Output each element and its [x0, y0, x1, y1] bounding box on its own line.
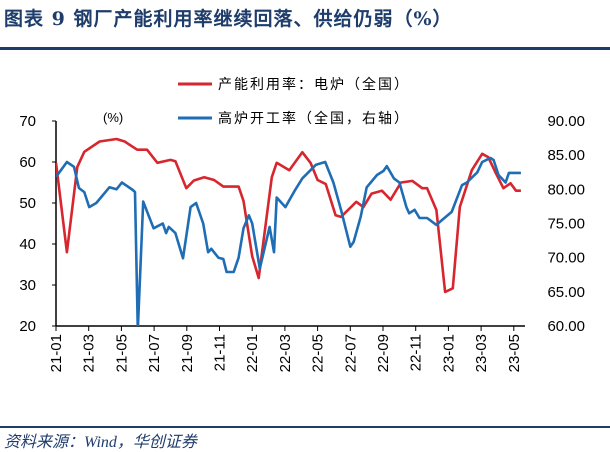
left-axis-tick-label: 50: [19, 195, 36, 212]
unit-label: (%): [103, 110, 123, 125]
right-axis-tick-label: 75.00: [547, 216, 585, 233]
x-axis-tick-label: 21-05: [113, 334, 130, 372]
right-axis-tick-label: 85.00: [547, 147, 585, 164]
x-axis-tick-label: 21-01: [48, 334, 65, 372]
x-axis-tick-label: 23-05: [506, 334, 523, 372]
left-axis-tick-label: 30: [19, 277, 36, 294]
legend: 产能利用率：电炉（全国） 高炉开工率（全国，右轴）: [178, 76, 410, 126]
left-axis-tick-label: 60: [19, 154, 36, 171]
x-axis-tick-label: 23-03: [473, 334, 490, 372]
x-axis-tick-label: 22-05: [310, 334, 327, 372]
legend-label-blast-furnace: 高炉开工率（全国，右轴）: [218, 110, 410, 126]
x-axis-tick-label: 21-09: [179, 334, 196, 372]
footer-divider: [0, 426, 610, 428]
x-axis-tick-label: 22-07: [342, 334, 359, 372]
x-axis-tick-label: 22-11: [408, 334, 425, 371]
right-axis-tick-label: 60.00: [547, 318, 585, 335]
right-axis-tick-label: 90.00: [547, 113, 585, 130]
right-axis-tick-label: 80.00: [547, 181, 585, 198]
right-axis-tick-label: 70.00: [547, 250, 585, 267]
left-axis-tick-label: 20: [19, 318, 36, 335]
x-axis-tick-label: 21-03: [81, 334, 98, 372]
series-line-electric-furnace-utilization: [56, 137, 521, 294]
series-lines: [56, 137, 521, 326]
x-axis-tick-label: 22-01: [244, 334, 261, 372]
left-axis-tick-label: 40: [19, 236, 36, 253]
axes: 70 60 50 40 30 20 90.00 85.00 80.00 75.00 70.00 65.…: [19, 113, 585, 372]
right-axis-tick-label: 65.00: [547, 284, 585, 301]
figure-title: 图表 9 钢厂产能利用率继续回落、供给仍弱（%）: [4, 8, 453, 30]
series-line-blast-furnace-operating-rate: [56, 156, 521, 326]
x-axis-tick-label: 22-09: [375, 334, 392, 372]
source-note: 资料来源：Wind，华创证券: [4, 434, 197, 451]
x-axis-tick-label: 21-07: [146, 334, 163, 372]
x-axis-tick-label: 21-11: [212, 334, 229, 371]
title-divider: [0, 47, 610, 50]
legend-label-electric-furnace: 产能利用率：电炉（全国）: [218, 76, 410, 92]
x-axis-tick-label: 23-01: [440, 334, 457, 372]
x-axis-tick-label: 22-03: [277, 334, 294, 372]
left-axis-tick-label: 70: [19, 113, 36, 130]
